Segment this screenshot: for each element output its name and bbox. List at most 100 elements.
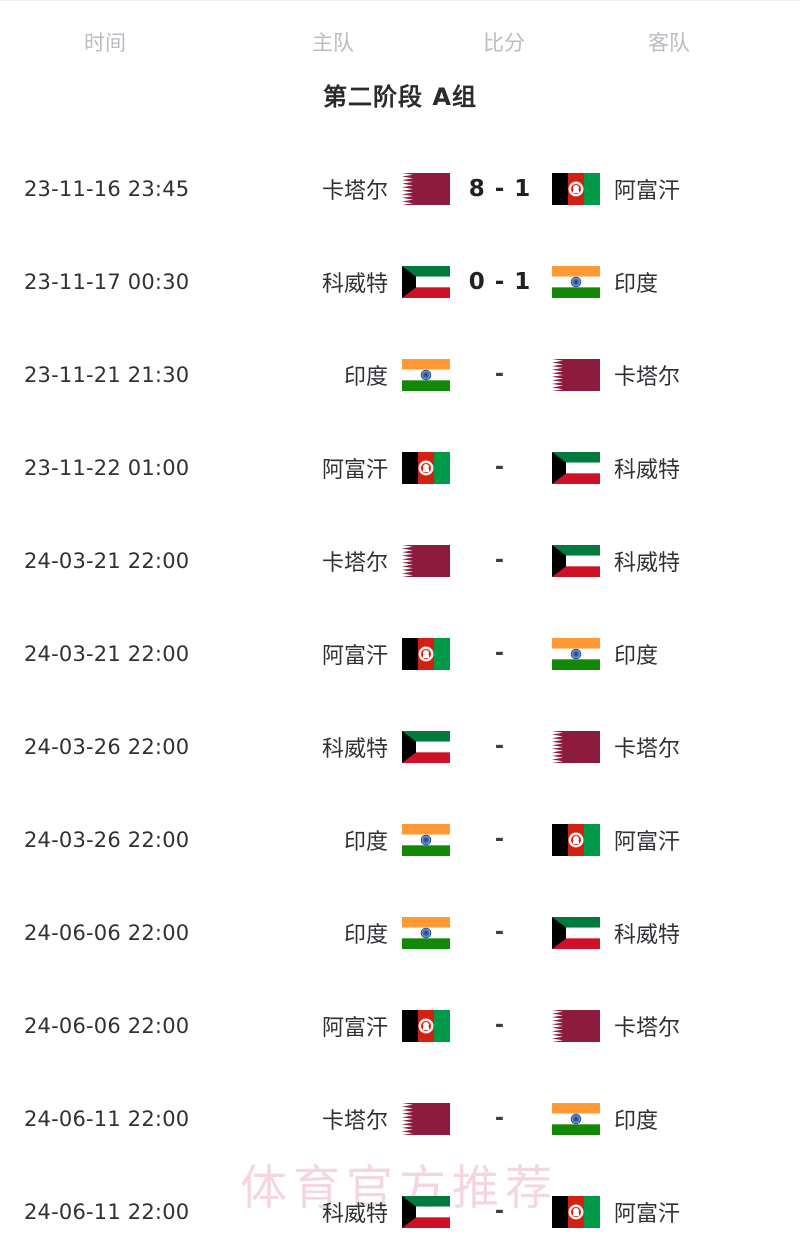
away-team[interactable]: 卡塔尔	[552, 328, 782, 421]
home-team[interactable]: 科威特	[250, 235, 450, 328]
home-team[interactable]: 阿富汗	[250, 607, 450, 700]
match-row[interactable]: 23-11-17 00:30 科威特 0 - 1 印度	[0, 235, 800, 328]
match-row[interactable]: 24-03-26 22:00 印度 - 阿富汗	[0, 793, 800, 886]
match-row[interactable]: 24-06-06 22:00 阿富汗 - 卡塔尔	[0, 979, 800, 1072]
column-header-time: 时间	[84, 31, 126, 55]
home-team-name: 阿富汗	[321, 643, 388, 669]
match-row[interactable]: 23-11-16 23:45 卡塔尔 8 - 1 阿富汗	[0, 142, 800, 235]
match-row[interactable]: 23-11-21 21:30 印度 - 卡塔尔	[0, 328, 800, 421]
away-team[interactable]: 印度	[552, 235, 782, 328]
afghanistan-flag	[552, 172, 600, 205]
afghanistan-flag	[552, 1195, 600, 1228]
away-team-name: 阿富汗	[614, 178, 681, 204]
away-team-name: 印度	[614, 271, 659, 297]
match-score: -	[494, 455, 506, 480]
away-team-name: 卡塔尔	[614, 736, 681, 762]
away-team-name: 科威特	[614, 550, 681, 576]
match-time: 24-03-21 22:00	[24, 548, 190, 573]
away-team[interactable]: 卡塔尔	[552, 979, 782, 1072]
away-team-name: 印度	[614, 1108, 659, 1134]
away-team[interactable]: 阿富汗	[552, 793, 782, 886]
afghanistan-flag	[402, 451, 450, 484]
match-row[interactable]: 24-06-11 22:00 科威特 - 阿富汗	[0, 1165, 800, 1258]
match-score: -	[494, 1013, 506, 1038]
away-team-name: 卡塔尔	[614, 1015, 681, 1041]
match-time: 24-03-26 22:00	[24, 827, 190, 852]
home-team[interactable]: 阿富汗	[250, 979, 450, 1072]
afghanistan-flag	[552, 823, 600, 856]
match-time: 24-06-11 22:00	[24, 1106, 190, 1131]
home-team[interactable]: 科威特	[250, 700, 450, 793]
match-time: 23-11-17 00:30	[24, 269, 190, 294]
home-team-name: 卡塔尔	[321, 1108, 388, 1134]
india-flag	[552, 265, 600, 298]
match-time: 24-06-06 22:00	[24, 1013, 190, 1038]
match-score: -	[494, 362, 506, 387]
match-list: 23-11-16 23:45 卡塔尔 8 - 1 阿富汗 23-11-17 00:30 科…	[0, 142, 800, 1258]
home-team-name: 阿富汗	[321, 457, 388, 483]
column-header-home: 主队	[312, 31, 354, 55]
match-score: -	[494, 920, 506, 945]
home-team-name: 卡塔尔	[321, 550, 388, 576]
column-header-row: 时间 主队 比分 客队	[0, 1, 800, 67]
home-team-name: 印度	[343, 829, 388, 855]
match-score: -	[494, 1199, 506, 1224]
india-flag	[552, 637, 600, 670]
match-score: -	[494, 548, 506, 573]
column-header-score: 比分	[483, 31, 525, 55]
qatar-flag	[552, 1009, 600, 1042]
away-team[interactable]: 印度	[552, 1072, 782, 1165]
home-team-name: 印度	[343, 922, 388, 948]
away-team[interactable]: 卡塔尔	[552, 700, 782, 793]
away-team-name: 科威特	[614, 457, 681, 483]
match-row[interactable]: 24-03-26 22:00 科威特 - 卡塔尔	[0, 700, 800, 793]
home-team[interactable]: 科威特	[250, 1165, 450, 1258]
match-score: -	[494, 641, 506, 666]
match-time: 23-11-16 23:45	[24, 176, 190, 201]
match-score: -	[494, 827, 506, 852]
away-team-name: 卡塔尔	[614, 364, 681, 390]
home-team-name: 印度	[343, 364, 388, 390]
kuwait-flag	[552, 916, 600, 949]
away-team[interactable]: 阿富汗	[552, 1165, 782, 1258]
match-row[interactable]: 24-06-06 22:00 印度 - 科威特	[0, 886, 800, 979]
qatar-flag	[402, 544, 450, 577]
home-team[interactable]: 阿富汗	[250, 421, 450, 514]
match-row[interactable]: 23-11-22 01:00 阿富汗 - 科威特	[0, 421, 800, 514]
home-team-name: 科威特	[321, 736, 388, 762]
home-team-name: 卡塔尔	[321, 178, 388, 204]
match-score: -	[494, 1106, 506, 1131]
match-time: 23-11-22 01:00	[24, 455, 190, 480]
away-team[interactable]: 印度	[552, 607, 782, 700]
match-time: 23-11-21 21:30	[24, 362, 190, 387]
match-score: 0 - 1	[468, 268, 532, 295]
home-team[interactable]: 印度	[250, 793, 450, 886]
kuwait-flag	[402, 265, 450, 298]
home-team[interactable]: 卡塔尔	[250, 1072, 450, 1165]
home-team[interactable]: 卡塔尔	[250, 514, 450, 607]
india-flag	[402, 916, 450, 949]
away-team[interactable]: 科威特	[552, 514, 782, 607]
match-time: 24-06-11 22:00	[24, 1199, 190, 1224]
column-header-away: 客队	[648, 31, 690, 55]
away-team-name: 印度	[614, 643, 659, 669]
home-team-name: 科威特	[321, 1201, 388, 1227]
away-team-name: 阿富汗	[614, 1201, 681, 1227]
away-team[interactable]: 阿富汗	[552, 142, 782, 235]
match-score: 8 - 1	[468, 175, 532, 202]
away-team[interactable]: 科威特	[552, 886, 782, 979]
home-team[interactable]: 印度	[250, 886, 450, 979]
india-flag	[552, 1102, 600, 1135]
home-team[interactable]: 卡塔尔	[250, 142, 450, 235]
away-team[interactable]: 科威特	[552, 421, 782, 514]
match-row[interactable]: 24-06-11 22:00 卡塔尔 - 印度	[0, 1072, 800, 1165]
match-row[interactable]: 24-03-21 22:00 阿富汗 - 印度	[0, 607, 800, 700]
home-team-name: 阿富汗	[321, 1015, 388, 1041]
match-time: 24-03-21 22:00	[24, 641, 190, 666]
india-flag	[402, 823, 450, 856]
match-time: 24-06-06 22:00	[24, 920, 190, 945]
home-team[interactable]: 印度	[250, 328, 450, 421]
group-title: 第二阶段 A组	[323, 83, 477, 111]
match-row[interactable]: 24-03-21 22:00 卡塔尔 - 科威特	[0, 514, 800, 607]
